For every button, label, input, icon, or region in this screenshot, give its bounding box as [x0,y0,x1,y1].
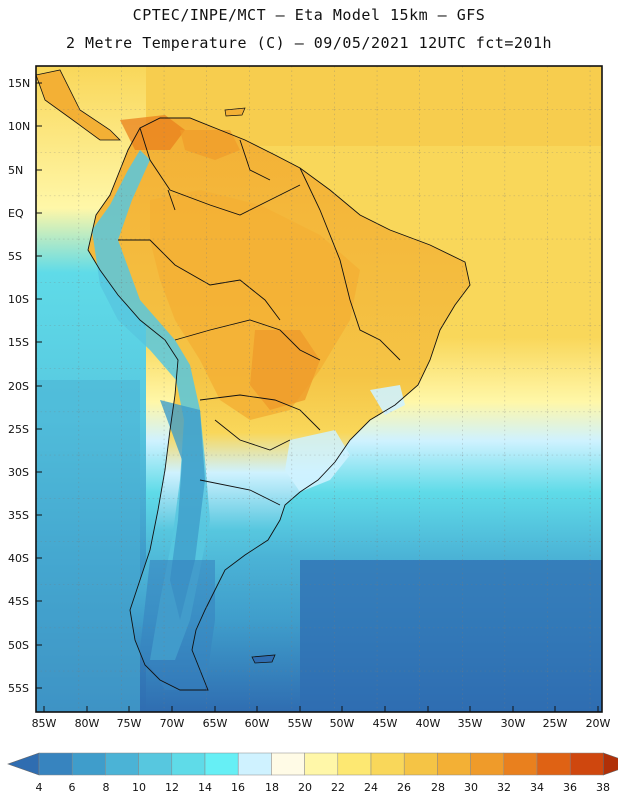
colorbar-swatch [271,752,305,776]
colorbar-label: 18 [265,781,279,794]
lat-label: 15N [8,77,31,90]
lon-label: 80W [74,717,100,730]
lon-label: 30W [500,717,526,730]
axis-ticks [36,82,599,712]
colorbar-label: 34 [530,781,544,794]
colorbar-label: 14 [198,781,212,794]
colorbar-swatch [370,752,405,776]
lon-label: 40W [415,717,441,730]
colorbar-swatch [38,752,73,776]
lat-label: 40S [8,552,29,565]
lon-label: 45W [372,717,398,730]
colorbar-swatch [105,752,139,776]
colorbar [7,752,618,776]
colorbar-swatch [138,752,173,776]
map-frame [35,65,603,713]
colorbar-arrow-high [603,752,618,776]
lat-label: 10N [8,120,31,133]
colorbar-swatch [171,752,206,776]
colorbar-swatch [337,752,372,776]
lon-label: 60W [244,717,270,730]
lon-label: 65W [202,717,228,730]
lat-label: 50S [8,639,29,652]
lon-label: 20W [585,717,611,730]
lat-label: 55S [8,682,29,695]
lat-label: 30S [8,466,29,479]
lat-label: 15S [8,336,29,349]
colorbar-label: 32 [497,781,511,794]
lon-label: 55W [287,717,313,730]
lon-label: 50W [329,717,355,730]
colorbar-label: 16 [231,781,245,794]
colorbar-swatch [470,752,505,776]
colorbar-label: 26 [397,781,411,794]
colorbar-label: 10 [132,781,146,794]
colorbar-swatch [569,752,604,776]
colorbar-label: 8 [102,781,110,794]
colorbar-swatch [304,752,339,776]
colorbar-swatch [536,752,571,776]
lon-label: 70W [159,717,185,730]
colorbar-swatch [503,752,538,776]
lon-label: 75W [116,717,142,730]
colorbar-label: 12 [165,781,179,794]
colorbar-label: 22 [331,781,345,794]
colorbar-swatch [437,752,471,776]
colorbar-label: 28 [431,781,445,794]
lon-label: 85W [31,717,57,730]
colorbar-label: 36 [563,781,577,794]
colorbar-label: 20 [298,781,312,794]
colorbar-label: 24 [364,781,378,794]
lat-label: 5S [8,250,22,263]
colorbar-swatch [204,752,239,776]
colorbar-label: 4 [35,781,43,794]
lat-label: EQ [8,207,24,220]
map-title-line-2: 2 Metre Temperature (C) – 09/05/2021 12U… [65,34,553,52]
lon-label: 35W [457,717,483,730]
lat-label: 20S [8,380,29,393]
map-title-line-1: CPTEC/INPE/MCT – Eta Model 15km – GFS [132,6,486,24]
lat-label: 10S [8,293,29,306]
colorbar-swatch [403,752,438,776]
lat-label: 35S [8,509,29,522]
colorbar-swatch [71,752,106,776]
colorbar-arrow-low [7,752,40,776]
colorbar-swatch [237,752,272,776]
lat-label: 5N [8,164,24,177]
graticule [36,66,602,712]
lon-label: 25W [542,717,568,730]
colorbar-label: 6 [68,781,76,794]
lat-label: 45S [8,595,29,608]
colorbar-label: 38 [596,781,610,794]
colorbar-label: 30 [464,781,478,794]
lat-label: 25S [8,423,29,436]
